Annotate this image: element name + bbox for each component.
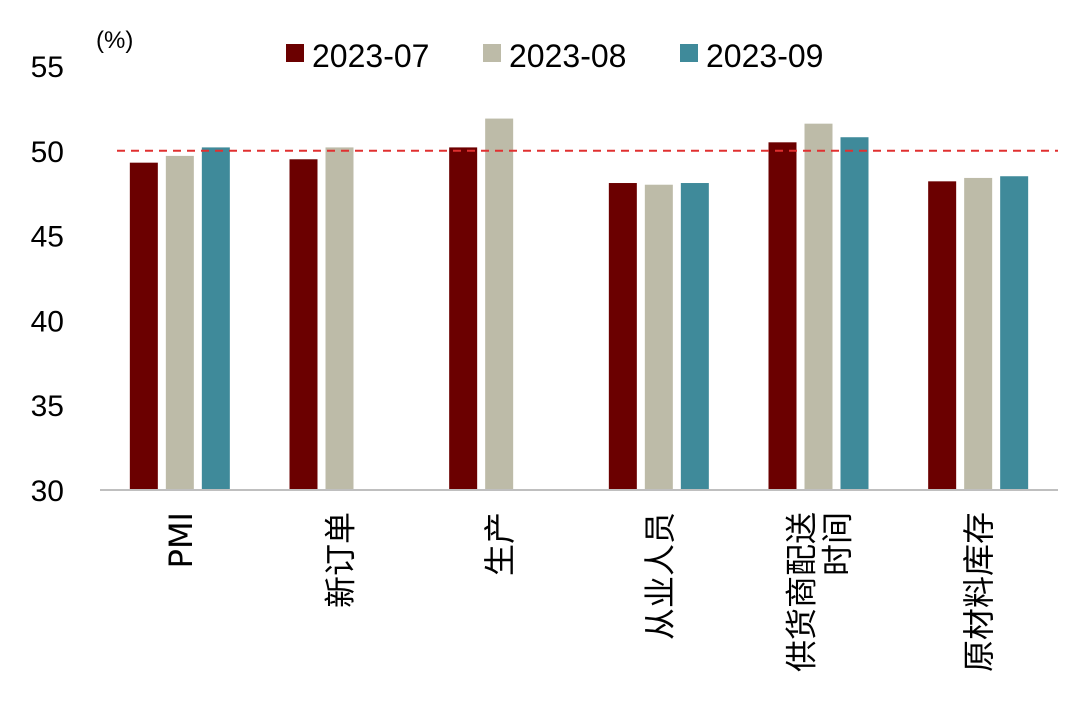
x-category-label: 供货商配送 <box>783 512 821 672</box>
legend-swatch <box>680 44 698 62</box>
bar <box>644 184 673 490</box>
bar <box>201 147 230 490</box>
y-axis: 30 35 40 45 50 55 <box>31 51 64 508</box>
x-category-label: 原材料库存 <box>960 512 998 672</box>
legend-label: 2023-09 <box>706 38 823 74</box>
bar <box>928 181 957 490</box>
y-tick-label: 30 <box>31 475 64 508</box>
x-category-label: PMI <box>162 512 200 568</box>
bar <box>608 183 637 491</box>
bar <box>289 159 318 490</box>
x-category-label: 生产 <box>481 512 519 576</box>
y-tick-label: 40 <box>31 305 64 338</box>
legend-swatch <box>483 44 501 62</box>
bar <box>1000 176 1029 491</box>
x-category-label: 新订单 <box>322 512 360 608</box>
y-tick-label: 55 <box>31 51 64 84</box>
y-tick-label: 45 <box>31 221 64 254</box>
y-tick-label: 35 <box>31 390 64 423</box>
legend-swatch <box>286 44 304 62</box>
bar <box>485 118 514 491</box>
bar <box>165 155 194 490</box>
bar <box>768 142 797 490</box>
bar <box>449 147 478 490</box>
bar <box>129 162 158 490</box>
bar <box>680 183 709 491</box>
bar <box>964 177 993 490</box>
bar <box>325 147 354 490</box>
bar <box>840 137 869 490</box>
legend-label: 2023-07 <box>312 38 429 74</box>
y-tick-label: 50 <box>31 136 64 169</box>
legend: 2023-07 2023-08 2023-09 <box>286 38 823 74</box>
bar <box>804 123 833 490</box>
x-category-label: 从业人员 <box>641 512 679 640</box>
y-unit-label: (%) <box>96 27 133 54</box>
x-category-label: 时间 <box>819 512 857 576</box>
bars <box>129 118 1029 491</box>
legend-label: 2023-08 <box>509 38 626 74</box>
